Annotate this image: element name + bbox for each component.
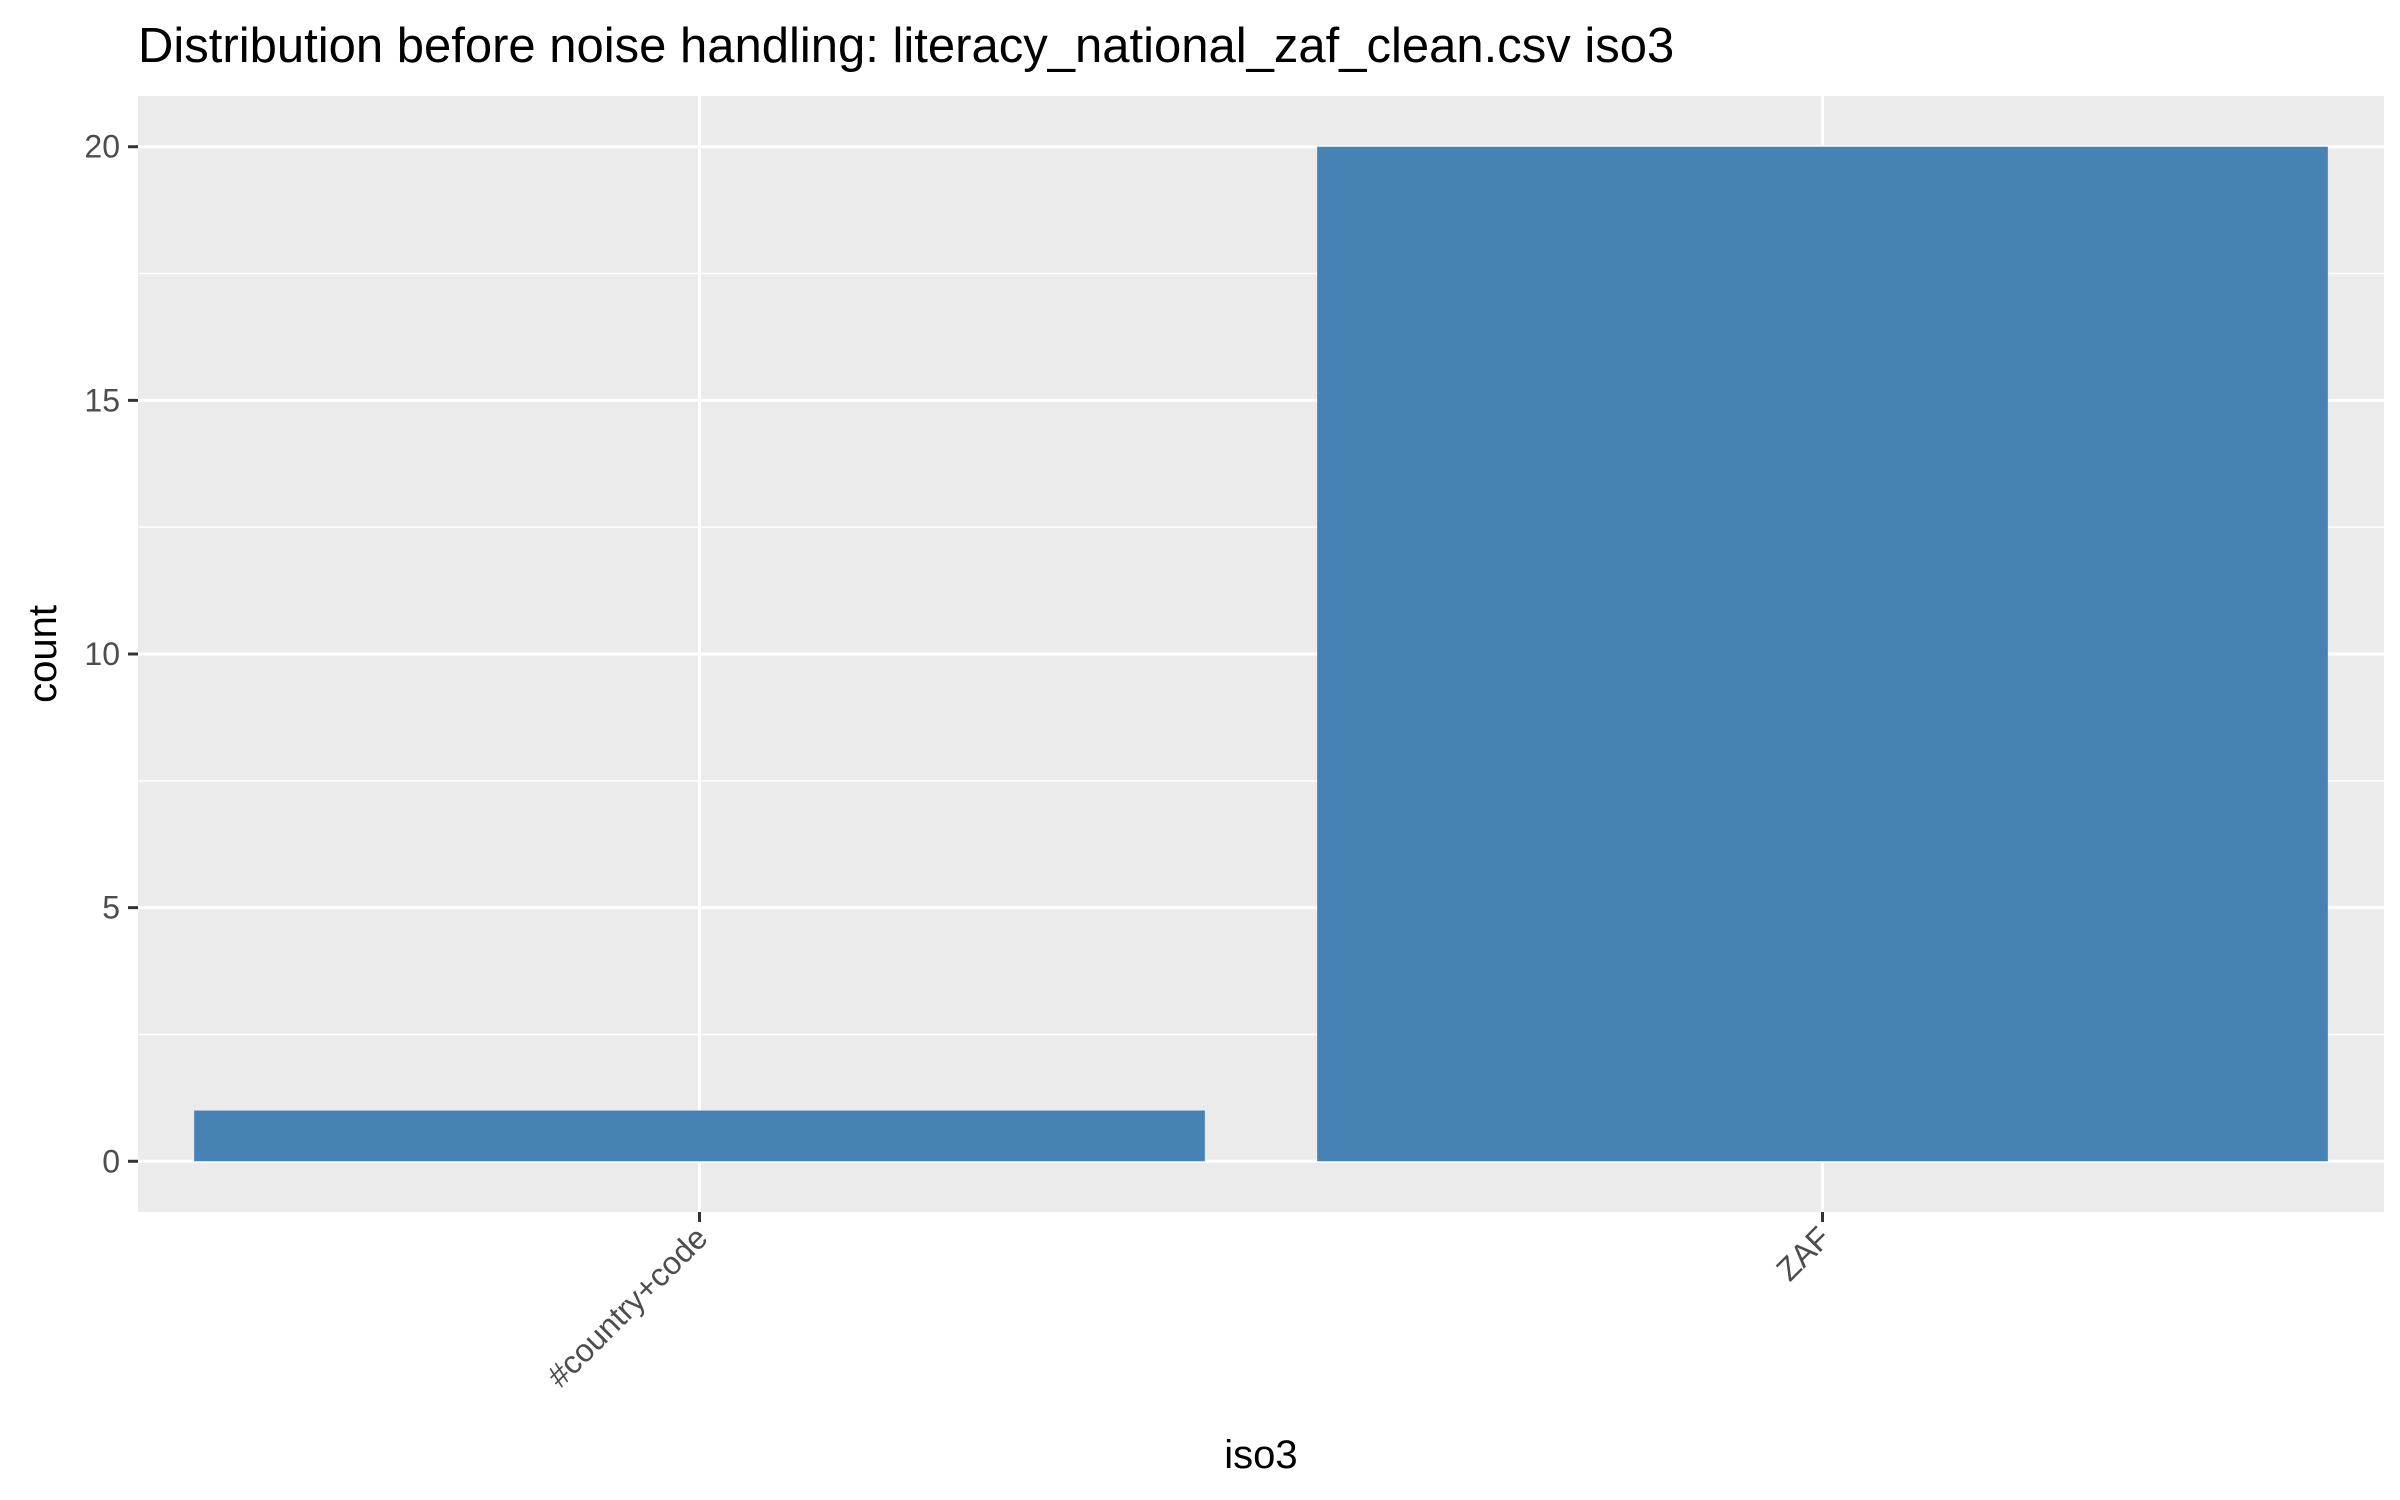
x-axis-title: iso3 (1224, 1433, 1297, 1477)
x-tick-label: #country+code (540, 1219, 715, 1394)
bar-1 (194, 1110, 1205, 1162)
y-tick-label: 20 (84, 129, 120, 165)
chart-title: Distribution before noise handling: lite… (138, 19, 1674, 73)
y-axis-title: count (21, 605, 65, 703)
y-tick-label: 0 (102, 1143, 120, 1179)
x-tick-label: ZAF (1769, 1219, 1837, 1287)
y-tick-label: 10 (84, 636, 120, 672)
y-axis: 0 5 10 15 20 (84, 129, 138, 1179)
y-tick-label: 5 (102, 890, 120, 926)
bars (194, 146, 2328, 1162)
x-axis: #country+code ZAF (540, 1212, 1837, 1394)
bar-2 (1317, 146, 2328, 1162)
y-tick-label: 15 (84, 382, 120, 418)
